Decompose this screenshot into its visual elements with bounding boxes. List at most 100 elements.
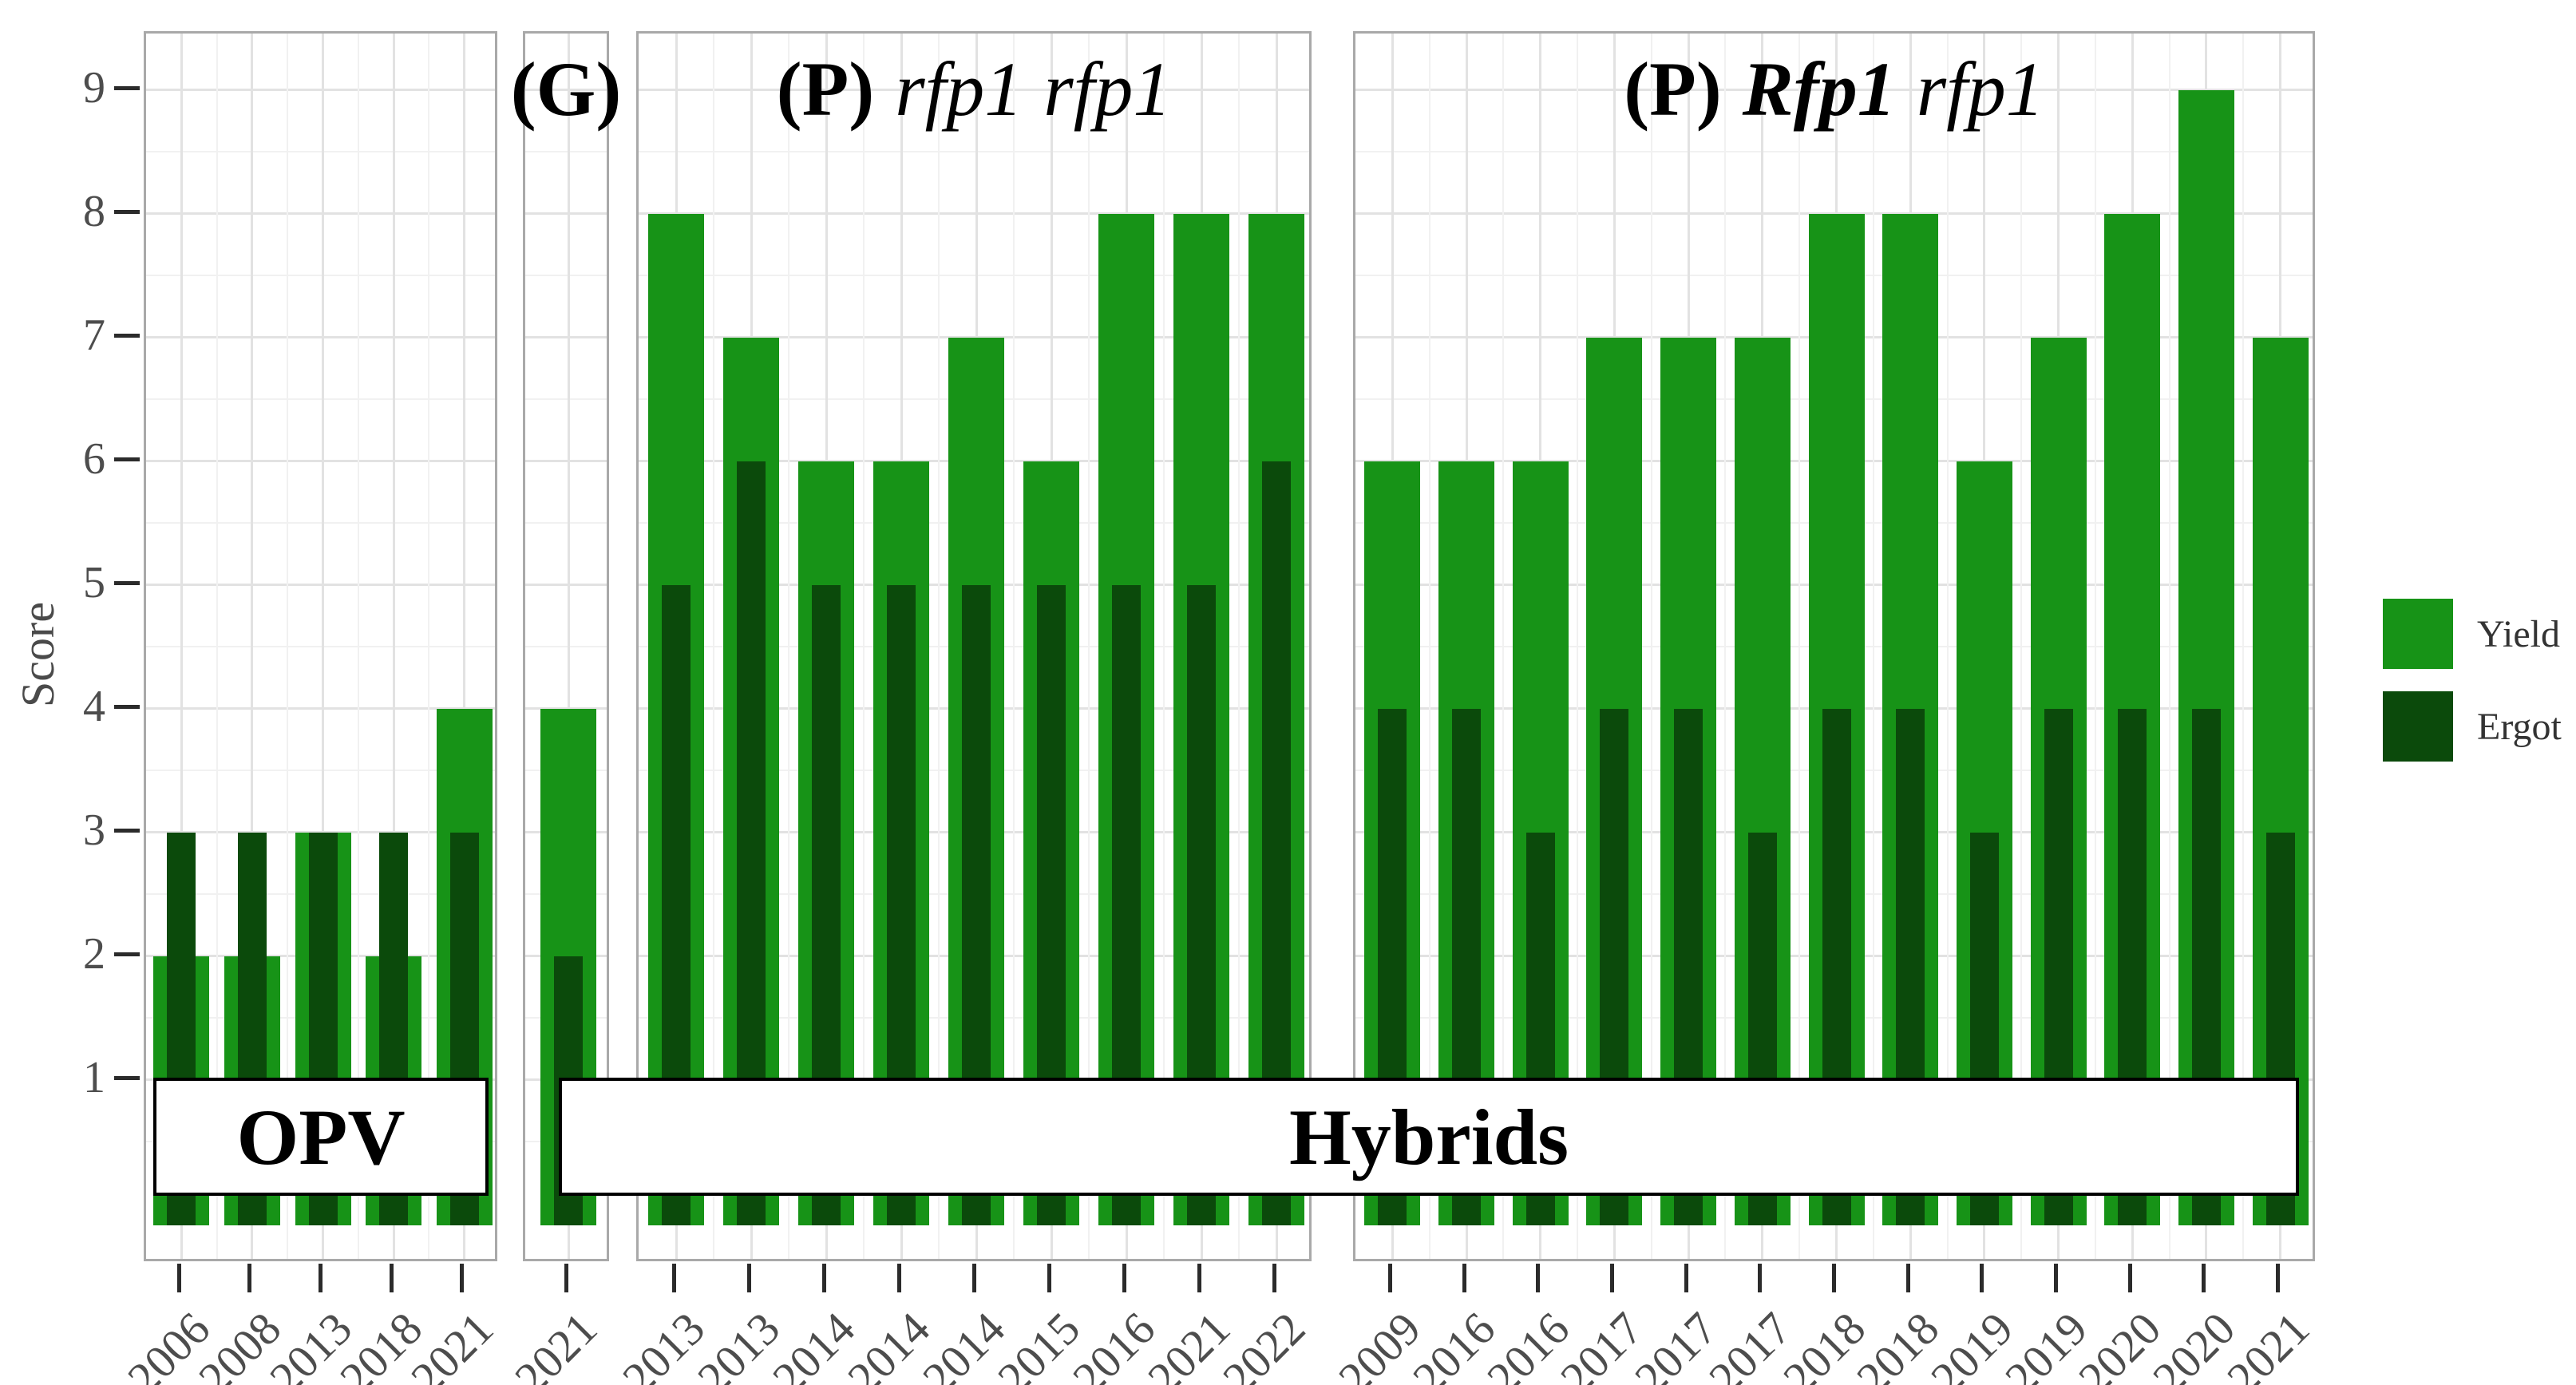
x-tick-mark bbox=[1905, 1264, 1910, 1292]
gridline-minor-5.5 bbox=[525, 521, 607, 524]
gridline-major-7 bbox=[525, 336, 607, 338]
x-tick-mark bbox=[1197, 1264, 1201, 1292]
gridline-minor-3.5 bbox=[146, 769, 495, 771]
gridline-minor-7.5 bbox=[525, 274, 607, 276]
legend-label: Ergot bbox=[2477, 705, 2562, 748]
y-tick-mark bbox=[114, 457, 140, 461]
gridline-major-9 bbox=[639, 89, 1309, 91]
gridline-minor-8.5 bbox=[639, 150, 1309, 152]
gridline-v-minor bbox=[1724, 34, 1727, 1259]
gridline-v-minor bbox=[357, 34, 359, 1259]
y-tick-mark bbox=[114, 86, 140, 90]
gridline-v-minor bbox=[863, 34, 865, 1259]
x-tick-mark bbox=[2054, 1264, 2059, 1292]
x-tick-mark bbox=[671, 1264, 676, 1292]
legend-item-ergot: Ergot bbox=[2383, 691, 2562, 762]
x-tick-mark bbox=[1684, 1264, 1688, 1292]
gridline-major-9 bbox=[1355, 89, 2313, 91]
gridline-minor-8.5 bbox=[525, 150, 607, 152]
gridline-major-6 bbox=[146, 460, 495, 462]
panel-header-part: (P) bbox=[1624, 46, 1722, 132]
x-tick-mark bbox=[247, 1264, 252, 1292]
gridline-major-8 bbox=[525, 212, 607, 215]
gridline-v-minor bbox=[2242, 34, 2245, 1259]
panel-header-part: Rfp1 bbox=[1742, 46, 1896, 132]
x-tick-mark bbox=[896, 1264, 901, 1292]
panel-header-p-Rfp1-rfp1: (P) Rfp1 rfp1 bbox=[1613, 51, 2055, 128]
gridline-v-minor bbox=[1238, 34, 1240, 1259]
y-tick-label-1: 1 bbox=[83, 1053, 105, 1102]
legend-swatch-ergot bbox=[2383, 691, 2453, 762]
x-tick-mark bbox=[2202, 1264, 2206, 1292]
gridline-v-minor bbox=[428, 34, 430, 1259]
y-tick-label-5: 5 bbox=[83, 558, 105, 607]
gridline-major-9 bbox=[146, 89, 495, 91]
x-tick-mark bbox=[746, 1264, 751, 1292]
gridline-major-9 bbox=[525, 89, 607, 91]
panel-header-part: rfp1 bbox=[1916, 46, 2044, 132]
gridline-v-major bbox=[463, 34, 466, 1259]
x-tick-mark bbox=[1047, 1264, 1051, 1292]
gridline-major-4 bbox=[146, 707, 495, 710]
x-tick-mark bbox=[1609, 1264, 1614, 1292]
gridline-v-minor bbox=[1872, 34, 1874, 1259]
gridline-v-major bbox=[322, 34, 324, 1259]
x-tick-mark bbox=[176, 1264, 181, 1292]
x-tick-mark bbox=[1272, 1264, 1276, 1292]
y-tick-mark bbox=[114, 829, 140, 833]
x-tick-mark bbox=[564, 1264, 568, 1292]
gridline-minor-8.5 bbox=[1355, 150, 2313, 152]
x-tick-mark bbox=[319, 1264, 322, 1292]
y-tick-mark bbox=[114, 210, 140, 214]
gridline-minor-6.5 bbox=[146, 398, 495, 400]
y-tick-mark bbox=[114, 1076, 140, 1080]
x-tick-mark bbox=[2276, 1264, 2281, 1292]
gridline-v-minor bbox=[788, 34, 789, 1259]
gridline-major-4 bbox=[525, 707, 607, 710]
gridline-minor-5.5 bbox=[146, 521, 495, 524]
x-tick-mark bbox=[1980, 1264, 1984, 1292]
legend-swatch-yield bbox=[2383, 599, 2453, 669]
y-tick-label-4: 4 bbox=[83, 682, 105, 731]
x-tick-mark bbox=[1122, 1264, 1126, 1292]
gridline-minor-7.5 bbox=[146, 274, 495, 276]
gridline-major-8 bbox=[1355, 212, 2313, 215]
panel-header-p-rfp1-rfp1: (P) rfp1 rfp1 bbox=[766, 51, 1182, 128]
x-tick-mark bbox=[1536, 1264, 1541, 1292]
gridline-minor-8.5 bbox=[146, 150, 495, 152]
gridline-v-minor bbox=[1946, 34, 1949, 1259]
legend-item-yield: Yield bbox=[2383, 599, 2562, 669]
y-tick-label-9: 9 bbox=[83, 63, 105, 113]
y-tick-mark bbox=[114, 334, 140, 338]
gridline-v-major bbox=[180, 34, 183, 1259]
panel-header-part: (P) bbox=[776, 46, 875, 132]
gridline-v-minor bbox=[287, 34, 289, 1259]
panel-p-rfp1-rfp1: (P) rfp1 rfp1 bbox=[636, 31, 1312, 1261]
gridline-v-minor bbox=[2020, 34, 2023, 1259]
y-tick-label-6: 6 bbox=[83, 434, 105, 484]
panel-p-Rfp1-rfp1: (P) Rfp1 rfp1 bbox=[1353, 31, 2315, 1261]
gridline-v-major bbox=[392, 34, 395, 1259]
gridline-v-minor bbox=[713, 34, 714, 1259]
gridline-minor-4.5 bbox=[525, 645, 607, 647]
y-tick-mark bbox=[114, 952, 140, 956]
legend: Yield Ergot bbox=[2383, 599, 2562, 784]
gridline-minor-7.5 bbox=[639, 274, 1309, 276]
x-tick-mark bbox=[1462, 1264, 1466, 1292]
legend-label: Yield bbox=[2477, 612, 2560, 655]
gridline-major-7 bbox=[639, 336, 1309, 338]
gridline-major-6 bbox=[525, 460, 607, 462]
gridline-minor-6.5 bbox=[525, 398, 607, 400]
panel-opv bbox=[144, 31, 497, 1261]
group-box-hybrids: Hybrids bbox=[559, 1078, 2299, 1196]
gridline-minor-4.5 bbox=[146, 645, 495, 647]
gridline-v-minor bbox=[2168, 34, 2170, 1259]
y-tick-label-7: 7 bbox=[83, 311, 105, 360]
gridline-major-8 bbox=[639, 212, 1309, 215]
gridline-major-7 bbox=[146, 336, 495, 338]
gridline-v-minor bbox=[2094, 34, 2096, 1259]
gridline-major-8 bbox=[146, 212, 495, 215]
gridline-v-minor bbox=[1502, 34, 1505, 1259]
panel-header-part: rfp1 bbox=[1043, 46, 1172, 132]
